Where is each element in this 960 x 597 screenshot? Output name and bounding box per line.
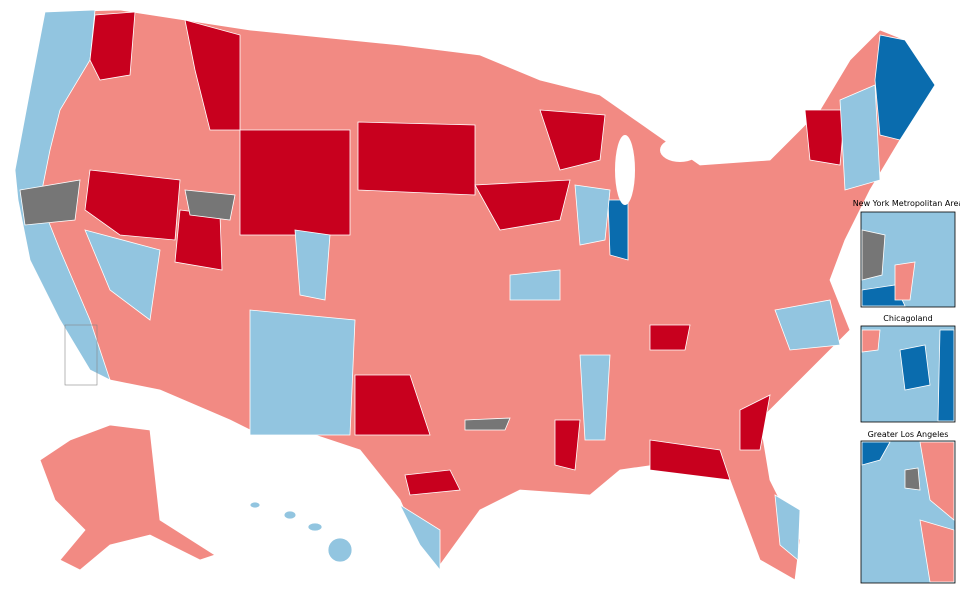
- district: [84, 169, 181, 241]
- district: [354, 374, 431, 436]
- district: [357, 121, 476, 196]
- district: [774, 299, 841, 351]
- district: [937, 329, 955, 422]
- district: [184, 19, 241, 131]
- district: [861, 229, 886, 281]
- inset-title: Chicagoland: [883, 314, 932, 323]
- district: [839, 84, 881, 191]
- district: [19, 179, 81, 226]
- hawaii: [249, 501, 353, 563]
- district: [739, 394, 771, 451]
- district: [649, 324, 691, 351]
- district: [904, 467, 921, 491]
- district: [649, 439, 731, 481]
- contiguous-states: [14, 9, 936, 581]
- district: [239, 129, 351, 236]
- district: [874, 34, 936, 141]
- district: [464, 417, 511, 431]
- inset-marker: [64, 324, 98, 386]
- district: [554, 419, 581, 471]
- district: [404, 469, 461, 496]
- district: [184, 189, 236, 221]
- west-coast: [14, 9, 111, 381]
- district: [894, 261, 916, 301]
- district: [861, 284, 906, 307]
- island: [327, 537, 353, 563]
- lake: [660, 138, 700, 162]
- island: [307, 522, 323, 532]
- district: [294, 229, 331, 301]
- district: [804, 109, 846, 166]
- district: [574, 184, 611, 246]
- district: [89, 11, 136, 81]
- district: [249, 309, 356, 436]
- alaska: [39, 424, 216, 571]
- lake: [615, 135, 635, 205]
- district: [474, 179, 571, 231]
- inset-title: New York Metropolitan Area: [853, 199, 960, 208]
- district: [899, 344, 931, 391]
- district: [919, 441, 955, 521]
- district: [579, 354, 611, 441]
- district: [174, 209, 223, 271]
- district: [919, 519, 955, 583]
- district: [539, 109, 606, 171]
- district: [509, 269, 561, 301]
- inset-title: Greater Los Angeles: [868, 430, 949, 439]
- island: [283, 510, 297, 520]
- district: [607, 199, 629, 261]
- district: [861, 329, 881, 353]
- district: [861, 441, 891, 466]
- district: [399, 503, 441, 572]
- district: [84, 229, 161, 321]
- island: [249, 501, 261, 509]
- district: [774, 494, 801, 561]
